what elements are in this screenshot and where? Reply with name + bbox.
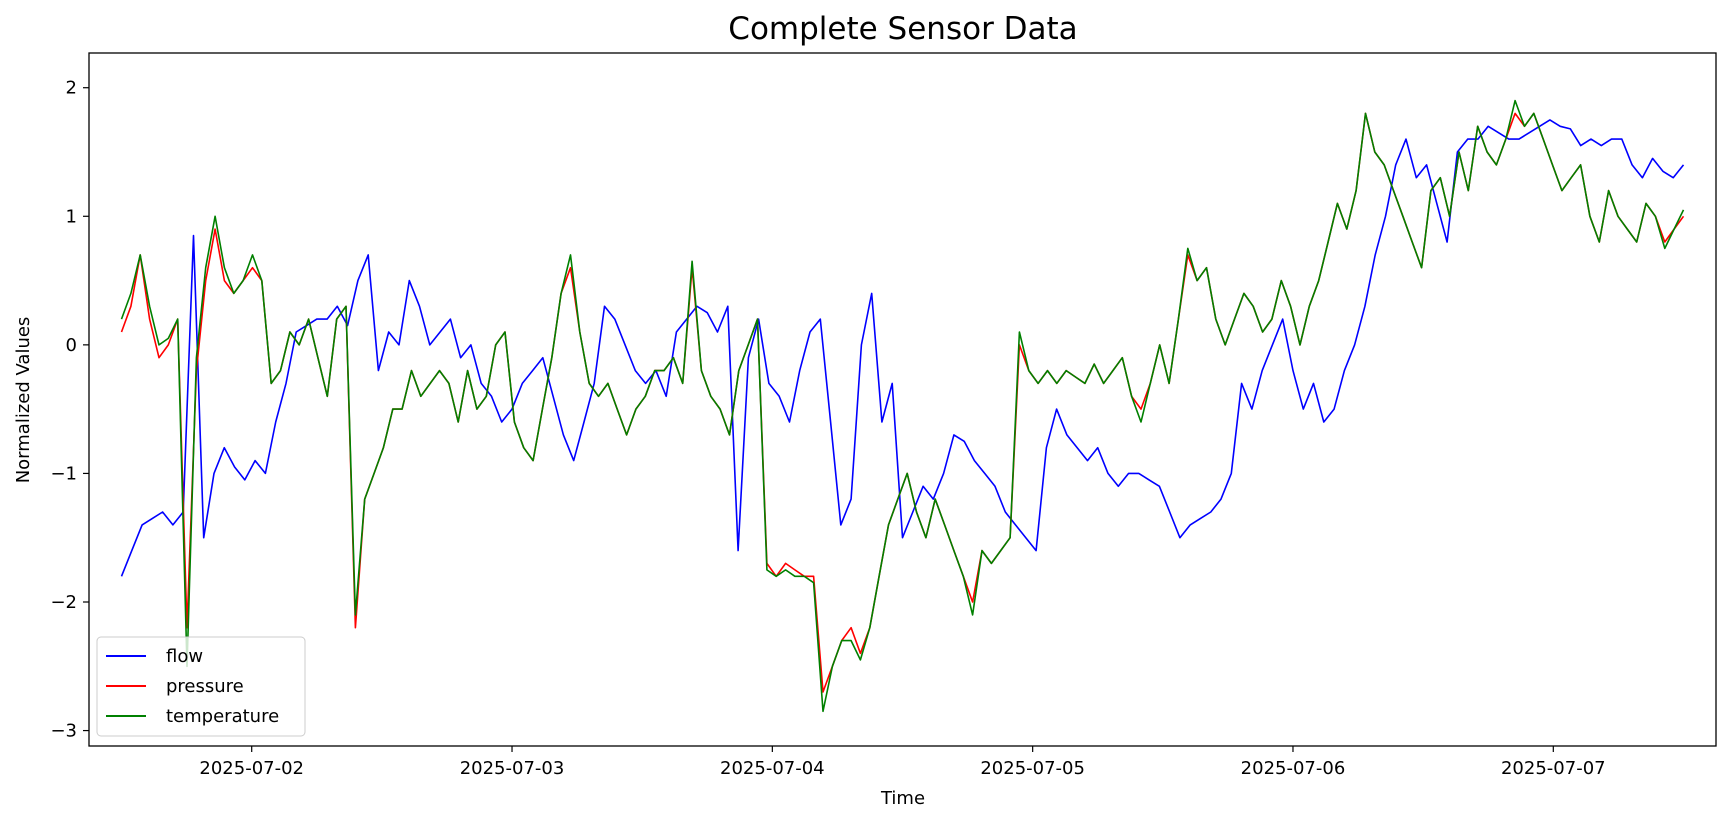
y-tick-label: 0 [66,335,77,356]
plot-area [88,52,1717,747]
legend-label-pressure: pressure [166,676,244,697]
y-tick-label: 1 [66,206,77,227]
y-axis-label: Normalized Values [13,317,34,484]
x-tick-label: 2025-07-04 [720,758,825,779]
x-axis: 2025-07-02 2025-07-03 2025-07-04 2025-07-05… [199,746,1606,779]
y-tick-label: −3 [50,721,77,742]
chart-title: Complete Sensor Data [728,11,1077,47]
x-tick-label: 2025-07-03 [460,758,565,779]
legend-label-temperature: temperature [166,706,279,727]
y-tick-label: −2 [50,592,77,613]
legend-box [96,636,306,737]
y-axis: −3 −2 −1 0 1 2 [50,78,89,742]
series-line-temperature [120,99,1685,713]
series-line-flow [120,119,1685,577]
x-tick-label: 2025-07-05 [980,758,1085,779]
x-tick-label: 2025-07-07 [1501,758,1606,779]
plot-frame [88,52,1717,747]
y-tick-label: 2 [66,78,77,99]
legend-label-flow: flow [166,646,203,667]
x-tick-label: 2025-07-02 [199,758,304,779]
y-tick-label: −1 [50,463,77,484]
legend: flow pressure temperature [96,636,306,737]
x-axis-label: Time [880,788,925,809]
x-tick-label: 2025-07-06 [1241,758,1346,779]
series-layer [120,99,1685,713]
